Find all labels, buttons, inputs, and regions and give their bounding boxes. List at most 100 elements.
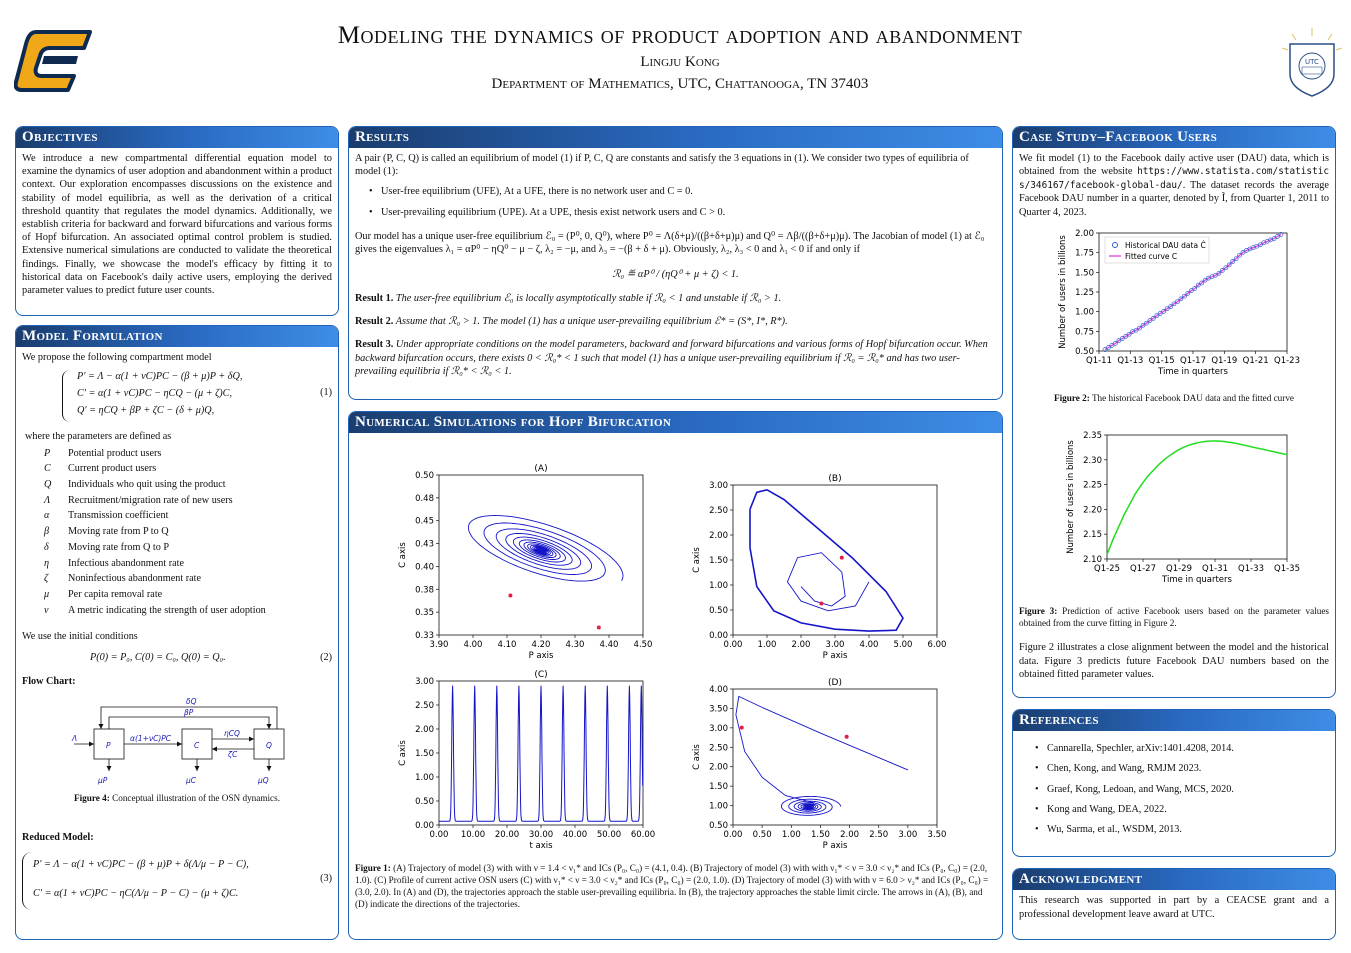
- numerical-heading: Numerical Simulations for Hopf Bifurcati…: [349, 412, 1002, 433]
- data-point: [1188, 288, 1194, 293]
- results-r0: ℛ₀ ≝ αP⁰ / (ηQ⁰ + μ + ζ) < 1.: [612, 269, 739, 281]
- poster-header: UTC Modeling the dynamics of product ado…: [0, 0, 1351, 110]
- model-intro: We propose the following compartment mod…: [22, 352, 212, 363]
- x-tick-label: Q1-23: [1274, 356, 1300, 366]
- data-point: [1133, 327, 1139, 333]
- y-tick-label: 2.25: [1083, 481, 1102, 491]
- x-tick-label: 40.00: [563, 830, 587, 840]
- case-study-panel: Case Study–Facebook Users We fit model (…: [1012, 126, 1336, 698]
- param-row: P Potential product users: [44, 446, 332, 462]
- x-tick-label: 10.00: [461, 830, 485, 840]
- flow-label-mup: μP: [97, 776, 108, 785]
- x-tick-label: 2.00: [792, 640, 811, 650]
- references-heading: References: [1013, 710, 1335, 731]
- objectives-panel: Objectives We introduce a new compartmen…: [15, 126, 339, 316]
- flow-chart-diagram: Λ P C Q α(1+νC)PC ηCQ ζC βP δQ μP μC μQ: [71, 697, 285, 785]
- x-tick-label: 20.00: [495, 830, 519, 840]
- x-tick-label: 50.00: [597, 830, 621, 840]
- eq1-line-2: C′ = α(1 + νC)PC − ηCQ − (μ + ζ)C,: [77, 388, 232, 400]
- equation-2: P(0) = P₀, C(0) = C₀, Q(0) = Q₀. (2): [22, 651, 332, 667]
- y-tick-label: 0.75: [1075, 327, 1094, 337]
- result-3-label: Result 3.: [355, 339, 394, 351]
- legend-label-data: Historical DAU data Ĉ: [1125, 241, 1206, 250]
- numerical-panel: Numerical Simulations for Hopf Bifurcati…: [348, 411, 1003, 940]
- y-axis-label: C axis: [692, 744, 702, 770]
- x-tick-label: 2.00: [840, 830, 859, 840]
- case-text-before: We fit model (1) to the Facebook daily a…: [1019, 153, 1329, 178]
- eq3-line-1: P′ = Λ − α(1 + νC)PC − (β + μ)P + δ(Λ/μ …: [33, 859, 249, 871]
- acknowledgment-panel: Acknowledgment This research was support…: [1012, 868, 1336, 940]
- data-point: [1182, 293, 1187, 299]
- param-row: Q Individuals who quit using the product: [44, 477, 332, 493]
- x-tick-label: 4.50: [634, 640, 653, 650]
- fig2-dau-chart: Q1-11 Q1-13 Q1-15 Q1-17 Q1-19 Q1-21 Q1-23 0.50 0…: [1058, 229, 1300, 377]
- x-tick-label: Q1-25: [1094, 564, 1120, 574]
- equation-1: P′ = Λ − α(1 + νC)PC − (β + μ)P + δQ, C′…: [62, 370, 332, 423]
- legend-box: [1104, 236, 1210, 264]
- x-axis-label: Time in quarters: [1157, 367, 1228, 377]
- param-row: β Moving rate from P to Q: [44, 524, 332, 540]
- data-point: [1171, 301, 1177, 307]
- data-point: [1102, 347, 1108, 352]
- fig1-caption: Figure 1: (A) Trajectory of model (3) wi…: [349, 859, 1002, 915]
- results-bullet-upe: User-prevailing equilibrium (UPE). At a …: [369, 206, 996, 220]
- eq3-line-2: C′ = α(1 + νC)PC − ηC(Λ/μ − P − C) − (μ …: [33, 888, 239, 900]
- data-point: [1192, 286, 1198, 291]
- utc-c-logo: [14, 30, 92, 92]
- y-tick-label: 1.75: [1075, 249, 1094, 259]
- param-row: C Current product users: [44, 461, 332, 477]
- acknowledgment-text: This research was supported in part by a…: [1019, 895, 1329, 920]
- c-profile-line: [439, 685, 644, 822]
- result-3: Result 3. Under appropriate conditions o…: [355, 338, 996, 378]
- data-point: [1175, 299, 1180, 304]
- case-url[interactable]: https://www.statista.com/statistics/3461…: [1019, 166, 1329, 191]
- objectives-heading: Objectives: [16, 127, 338, 148]
- param-symbol: ν: [44, 604, 49, 616]
- fig3-caption-text: Prediction of active Facebook users base…: [1019, 605, 1329, 628]
- y-tick-label: 2.00: [709, 763, 728, 773]
- y-tick-label: 1.50: [709, 556, 728, 566]
- param-description: Individuals who quit using the product: [68, 479, 226, 491]
- y-tick-label: 2.00: [1075, 229, 1094, 239]
- data-point: [1116, 338, 1122, 343]
- y-tick-label: 1.00: [415, 773, 434, 783]
- param-symbol: Q: [44, 479, 52, 491]
- flow-label-p: P: [106, 741, 111, 750]
- results-p2: Our model has a unique user-free equilib…: [355, 230, 985, 255]
- flow-label-cq: ηCQ: [224, 729, 240, 738]
- x-axis-label: P axis: [823, 841, 848, 851]
- prediction-line: [1106, 440, 1288, 556]
- y-tick-label: 3.00: [415, 677, 434, 687]
- chart-A: (A) 3.90 4.00 4.10 4.20 4.30 4.40 4.50 0.33 0.35 0…: [398, 464, 652, 661]
- flow-label-lambda: Λ: [71, 734, 77, 743]
- fig3-caption: Figure 3: Prediction of active Facebook …: [1019, 606, 1329, 630]
- x-tick-label: 4.00: [464, 640, 483, 650]
- data-point: [1164, 306, 1170, 311]
- y-tick-label: 2.10: [1083, 555, 1102, 565]
- x-tick-label: 4.30: [566, 640, 585, 650]
- direction-arrow: [508, 593, 513, 598]
- data-point: [1126, 331, 1132, 337]
- param-symbol: ζ: [44, 573, 49, 585]
- param-symbol: Λ: [44, 494, 51, 506]
- y-tick-label: 0.45: [415, 517, 434, 527]
- y-tick-label: 1.25: [1075, 288, 1094, 298]
- y-tick-label: 0.50: [415, 471, 434, 481]
- x-tick-label: 4.10: [498, 640, 517, 650]
- chart-legend: Historical DAU data Ĉ Fitted curve C: [1104, 236, 1210, 264]
- x-tick-label: Q1-11: [1086, 356, 1112, 366]
- x-tick-label: Q1-29: [1166, 564, 1192, 574]
- fig2-caption-label: Figure 2:: [1054, 393, 1090, 404]
- result-3-text: Under appropriate conditions on the mode…: [355, 339, 988, 378]
- reference-item: Cannarella, Spechler, arXiv:1401.4208, 2…: [1035, 742, 1329, 756]
- x-tick-label: 4.00: [860, 640, 879, 650]
- chart-B: (B) 0.00 1.00 2.00 3.00 4.00 5.00 6.00 0.00 0.50 1…: [692, 474, 946, 661]
- result-2: Result 2. Assume that ℛ₀ > 1. The model …: [355, 315, 996, 328]
- x-tick-label: Q1-13: [1117, 356, 1143, 366]
- param-description: Current product users: [68, 463, 157, 475]
- fig2-caption: Figure 2: The historical Facebook DAU da…: [1019, 393, 1329, 405]
- data-point: [1113, 340, 1118, 346]
- param-symbol: P: [44, 447, 51, 459]
- y-axis-label: C axis: [398, 542, 408, 568]
- y-tick-label: 0.38: [415, 585, 434, 595]
